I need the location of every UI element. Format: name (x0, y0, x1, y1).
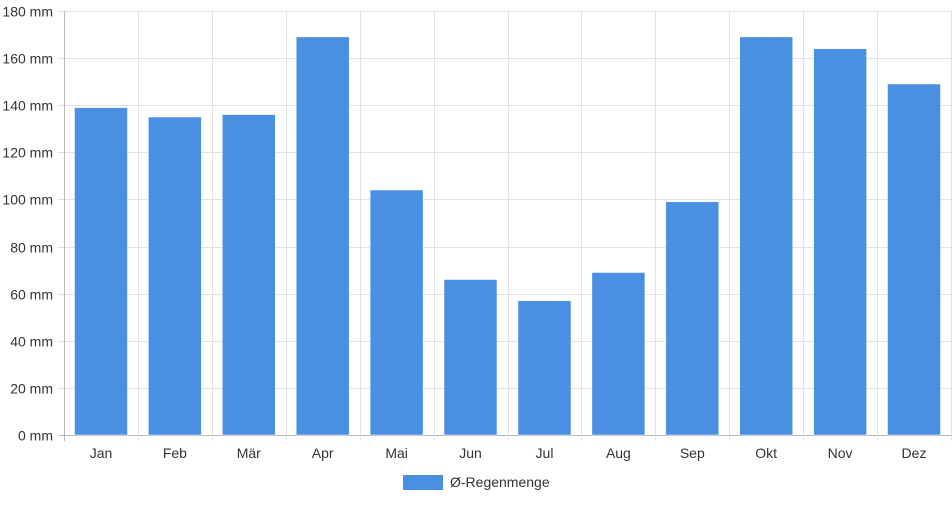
x-tick-label: Aug (606, 445, 631, 461)
x-axis: Jan Feb Mär Apr Mai Jun Jul Aug Sep Okt Nov Dez (90, 445, 927, 461)
bar-Mai[interactable] (369, 189, 424, 436)
legend-swatch (403, 474, 443, 490)
bar-Nov[interactable] (813, 48, 867, 436)
y-tick-label: 180 mm (2, 4, 53, 20)
bar-Jun[interactable] (443, 279, 498, 436)
x-tick-label: Jul (536, 445, 554, 461)
bar-Aug[interactable] (591, 272, 646, 436)
x-tick-label: Feb (163, 445, 187, 461)
legend[interactable]: Ø-Regenmenge (403, 473, 550, 491)
bar-Okt[interactable] (739, 36, 793, 436)
y-tick-label: 40 mm (10, 334, 53, 350)
y-tick-label: 60 mm (10, 287, 53, 303)
y-tick-label: 0 mm (18, 428, 53, 444)
bar-layer (74, 36, 941, 436)
y-axis: 0 mm 20 mm 40 mm 60 mm 80 mm 100 mm 120 mm 140 … (2, 4, 53, 444)
x-tick-label: Jun (459, 445, 482, 461)
bar-Jan[interactable] (74, 107, 128, 436)
bar-Mär[interactable] (222, 114, 276, 436)
x-tick-label: Okt (755, 445, 777, 461)
bar-Jul[interactable] (517, 300, 572, 436)
x-tick-label: Mai (385, 445, 408, 461)
bar-Apr[interactable] (295, 36, 350, 436)
y-tick-label: 100 mm (2, 192, 53, 208)
y-tick-label: 120 mm (2, 145, 53, 161)
bar-Sep[interactable] (665, 201, 720, 436)
x-tick-label: Mär (237, 445, 261, 461)
y-tick-label: 160 mm (2, 51, 53, 67)
x-tick-label: Apr (312, 445, 334, 461)
y-tick-label: 80 mm (10, 240, 53, 256)
y-tick-label: 20 mm (10, 381, 53, 397)
x-tick-label: Jan (90, 445, 113, 461)
x-tick-label: Dez (902, 445, 927, 461)
y-tick-label: 140 mm (2, 98, 53, 114)
bar-Dez[interactable] (887, 83, 941, 436)
x-tick-label: Sep (680, 445, 705, 461)
legend-label: Ø-Regenmenge (450, 474, 550, 490)
x-tick-label: Nov (828, 445, 853, 461)
bar-Feb[interactable] (148, 116, 202, 436)
